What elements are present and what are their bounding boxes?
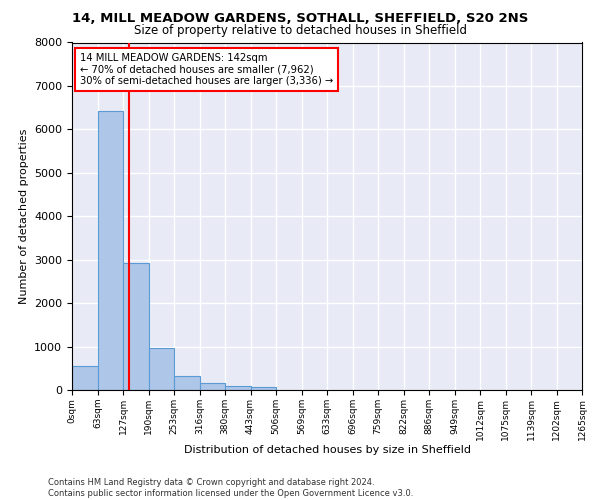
Text: 14 MILL MEADOW GARDENS: 142sqm
← 70% of detached houses are smaller (7,962)
30% : 14 MILL MEADOW GARDENS: 142sqm ← 70% of … — [80, 53, 333, 86]
Text: 14, MILL MEADOW GARDENS, SOTHALL, SHEFFIELD, S20 2NS: 14, MILL MEADOW GARDENS, SOTHALL, SHEFFI… — [72, 12, 528, 26]
Bar — [174, 376, 199, 390]
Text: Contains HM Land Registry data © Crown copyright and database right 2024.
Contai: Contains HM Land Registry data © Crown c… — [48, 478, 413, 498]
Bar — [199, 384, 225, 390]
Bar — [123, 262, 149, 390]
X-axis label: Distribution of detached houses by size in Sheffield: Distribution of detached houses by size … — [184, 446, 470, 456]
Bar — [225, 386, 251, 390]
Text: Size of property relative to detached houses in Sheffield: Size of property relative to detached ho… — [133, 24, 467, 37]
Bar — [97, 110, 123, 390]
Bar — [251, 387, 276, 390]
Bar — [149, 348, 174, 390]
Bar — [72, 366, 97, 390]
Y-axis label: Number of detached properties: Number of detached properties — [19, 128, 29, 304]
